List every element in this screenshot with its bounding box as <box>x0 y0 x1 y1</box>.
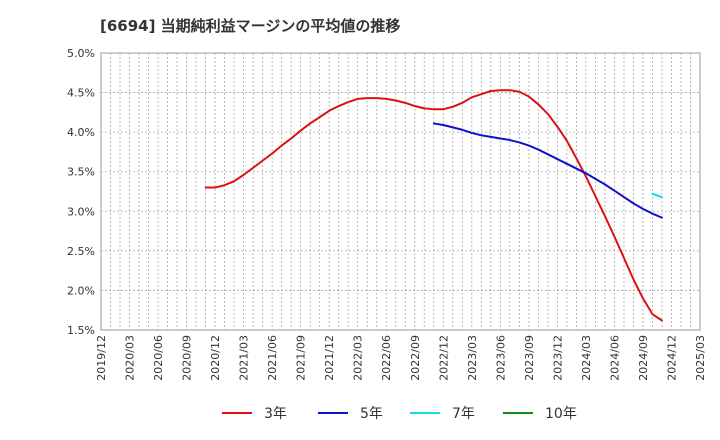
x-tick-label: 2025/03 <box>694 335 707 381</box>
legend-item-label: 3年 <box>264 406 287 422</box>
x-tick-label: 2020/06 <box>152 335 165 381</box>
legend-item-label: 7年 <box>452 406 475 422</box>
x-tick-label: 2024/03 <box>580 335 593 381</box>
x-tick-label: 2024/06 <box>608 335 621 381</box>
x-tick-label: 2023/03 <box>466 335 479 381</box>
legend: 3年 5年 7年 10年 <box>222 406 577 422</box>
x-tick-label: 2022/06 <box>380 335 393 381</box>
x-tick-label: 2021/12 <box>323 335 336 381</box>
x-tick-label: 2020/03 <box>124 335 137 381</box>
y-tick-label: 4.0% <box>67 126 95 139</box>
series-line-0 <box>204 89 663 322</box>
y-axis: 5.0% 4.5% 4.0% 3.5% 3.0% 2.5% 2.0% 1.5% <box>67 47 95 337</box>
x-tick-label: 2022/03 <box>352 335 365 381</box>
legend-item-label: 5年 <box>360 406 383 422</box>
x-tick-label: 2024/09 <box>637 335 650 381</box>
y-tick-label: 3.5% <box>67 166 95 179</box>
x-tick-label: 2022/09 <box>409 335 422 381</box>
y-tick-label: 1.5% <box>67 324 95 337</box>
legend-item-label: 10年 <box>545 406 577 422</box>
x-tick-label: 2021/09 <box>295 335 308 381</box>
y-tick-label: 2.5% <box>67 245 95 258</box>
x-tick-label: 2023/06 <box>494 335 507 381</box>
y-tick-label: 3.0% <box>67 205 95 218</box>
y-tick-label: 4.5% <box>67 87 95 100</box>
x-tick-label: 2022/12 <box>437 335 450 381</box>
y-tick-label: 2.0% <box>67 284 95 297</box>
series-group <box>204 89 663 322</box>
grid <box>101 53 700 330</box>
x-tick-label: 2019/12 <box>95 335 108 381</box>
x-tick-label: 2020/12 <box>209 335 222 381</box>
x-tick-label: 2021/03 <box>238 335 251 381</box>
y-tick-label: 5.0% <box>67 47 95 60</box>
series-line-1 <box>432 122 663 219</box>
plot-area <box>100 52 701 331</box>
x-tick-label: 2024/12 <box>665 335 678 381</box>
chart-title: [6694] 当期純利益マージンの平均値の推移 <box>100 17 400 35</box>
x-tick-label: 2023/12 <box>551 335 564 381</box>
series-line-2 <box>651 192 663 199</box>
x-axis: 2019/12 2020/03 2020/06 2020/09 2020/12 2021/… <box>95 335 707 381</box>
x-tick-label: 2020/09 <box>181 335 194 381</box>
x-tick-label: 2021/06 <box>266 335 279 381</box>
x-tick-label: 2023/09 <box>523 335 536 381</box>
